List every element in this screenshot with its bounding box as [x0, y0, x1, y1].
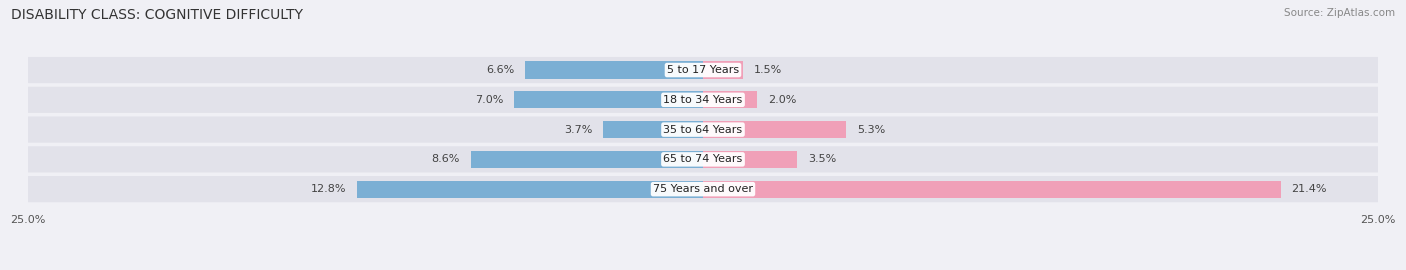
Text: 21.4%: 21.4% — [1292, 184, 1327, 194]
Bar — [524, 61, 703, 79]
Text: 65 to 74 Years: 65 to 74 Years — [664, 154, 742, 164]
Text: 35 to 64 Years: 35 to 64 Years — [664, 124, 742, 135]
Text: 2.0%: 2.0% — [768, 95, 796, 105]
Bar — [357, 181, 703, 198]
Bar — [515, 91, 703, 109]
FancyBboxPatch shape — [27, 146, 1379, 173]
Text: 5.3%: 5.3% — [856, 124, 886, 135]
Bar — [703, 61, 744, 79]
Text: Source: ZipAtlas.com: Source: ZipAtlas.com — [1284, 8, 1395, 18]
Bar — [471, 151, 703, 168]
FancyBboxPatch shape — [27, 87, 1379, 113]
FancyBboxPatch shape — [27, 57, 1379, 83]
Text: DISABILITY CLASS: COGNITIVE DIFFICULTY: DISABILITY CLASS: COGNITIVE DIFFICULTY — [11, 8, 304, 22]
Text: 1.5%: 1.5% — [754, 65, 783, 75]
Text: 8.6%: 8.6% — [432, 154, 460, 164]
Bar — [703, 181, 1281, 198]
Bar — [703, 91, 756, 109]
FancyBboxPatch shape — [27, 116, 1379, 143]
Text: 3.7%: 3.7% — [564, 124, 592, 135]
Bar — [703, 121, 846, 138]
Text: 7.0%: 7.0% — [475, 95, 503, 105]
Bar — [703, 151, 797, 168]
Text: 75 Years and over: 75 Years and over — [652, 184, 754, 194]
FancyBboxPatch shape — [27, 176, 1379, 202]
Bar — [603, 121, 703, 138]
Text: 12.8%: 12.8% — [311, 184, 347, 194]
Text: 5 to 17 Years: 5 to 17 Years — [666, 65, 740, 75]
Text: 3.5%: 3.5% — [808, 154, 837, 164]
Text: 6.6%: 6.6% — [486, 65, 515, 75]
Text: 18 to 34 Years: 18 to 34 Years — [664, 95, 742, 105]
